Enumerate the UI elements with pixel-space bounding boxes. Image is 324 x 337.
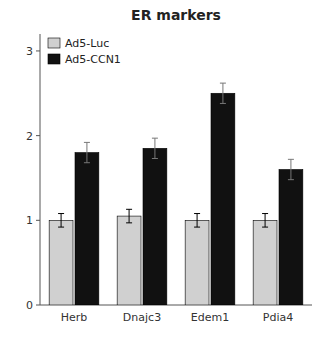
error-line — [61, 214, 62, 228]
bar — [279, 170, 303, 306]
error-bar — [126, 209, 132, 223]
y-tick-label: 0 — [26, 299, 33, 312]
error-bar — [220, 83, 226, 103]
bar — [49, 220, 73, 305]
error-cap — [126, 222, 132, 223]
bar — [211, 93, 235, 305]
error-bar — [288, 159, 294, 179]
error-cap — [288, 179, 294, 180]
y-tick-label: 3 — [26, 45, 33, 58]
bar — [185, 220, 209, 305]
error-cap — [220, 83, 226, 84]
error-cap — [194, 227, 200, 228]
error-cap — [194, 213, 200, 214]
title: ER markers — [131, 7, 221, 23]
y-axis-line — [40, 34, 41, 305]
bar — [75, 153, 99, 305]
error-line — [222, 83, 223, 103]
y-tick-label: 2 — [26, 130, 33, 143]
error-line — [197, 214, 198, 228]
error-line — [86, 142, 87, 162]
error-bar — [84, 142, 90, 162]
error-cap — [84, 142, 90, 143]
x-tick-label: Dnajc3 — [123, 311, 161, 324]
error-cap — [262, 227, 268, 228]
error-line — [265, 214, 266, 228]
chart: ER markers 0 1 2 3 Herb Dnajc3 Edem1 Pdia4 Ad5-Lu… — [0, 0, 324, 337]
bar — [117, 216, 141, 305]
y-tick — [36, 50, 40, 51]
x-tick-label: Herb — [61, 311, 88, 324]
error-bar — [58, 214, 64, 228]
error-line — [290, 159, 291, 179]
error-cap — [58, 227, 64, 228]
y-tick — [36, 305, 40, 306]
bar — [143, 148, 167, 305]
bar — [253, 220, 277, 305]
error-cap — [126, 209, 132, 210]
legend: Ad5-Luc Ad5-CCN1 — [48, 37, 121, 66]
x-tick-label: Pdia4 — [263, 311, 293, 324]
error-cap — [84, 162, 90, 163]
error-cap — [288, 159, 294, 160]
y-tick — [36, 220, 40, 221]
error-cap — [220, 103, 226, 104]
legend-swatch — [48, 38, 60, 48]
x-tick-label: Edem1 — [191, 311, 229, 324]
legend-label: Ad5-CCN1 — [65, 53, 121, 66]
error-cap — [58, 213, 64, 214]
legend-label: Ad5-Luc — [65, 37, 109, 50]
marks — [49, 83, 303, 305]
y-tick — [36, 135, 40, 136]
error-cap — [262, 213, 268, 214]
y-tick-label: 1 — [26, 214, 33, 227]
error-bar — [262, 214, 268, 228]
error-cap — [152, 158, 158, 159]
error-line — [154, 138, 155, 158]
error-bar — [194, 214, 200, 228]
axes: 0 1 2 3 Herb Dnajc3 Edem1 Pdia4 — [26, 34, 312, 324]
error-line — [129, 209, 130, 223]
error-cap — [152, 138, 158, 139]
legend-swatch — [48, 54, 60, 64]
error-bar — [152, 138, 158, 158]
